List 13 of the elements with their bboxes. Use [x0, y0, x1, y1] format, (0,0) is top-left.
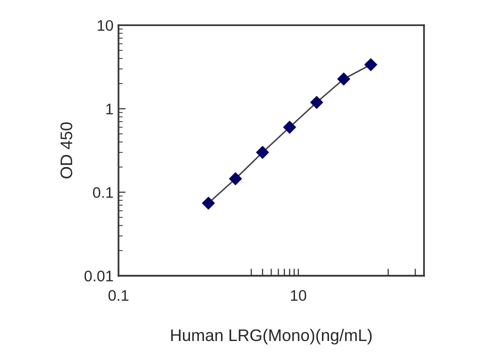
y-axis-title: OD 450 [60, 122, 72, 178]
x-axis-title: Human LRG(Mono)(ng/mL) [171, 328, 372, 344]
y-tick-label: 0.01 [84, 270, 113, 282]
point [228, 172, 242, 186]
point [283, 120, 296, 134]
point [202, 196, 215, 210]
y-tick-label: 10 [98, 20, 114, 31]
point [364, 58, 378, 72]
point [256, 146, 270, 159]
y-tick-label: 1 [106, 104, 113, 114]
point [337, 72, 350, 86]
y-tick-label: 0.1 [93, 187, 113, 198]
point [310, 96, 324, 109]
